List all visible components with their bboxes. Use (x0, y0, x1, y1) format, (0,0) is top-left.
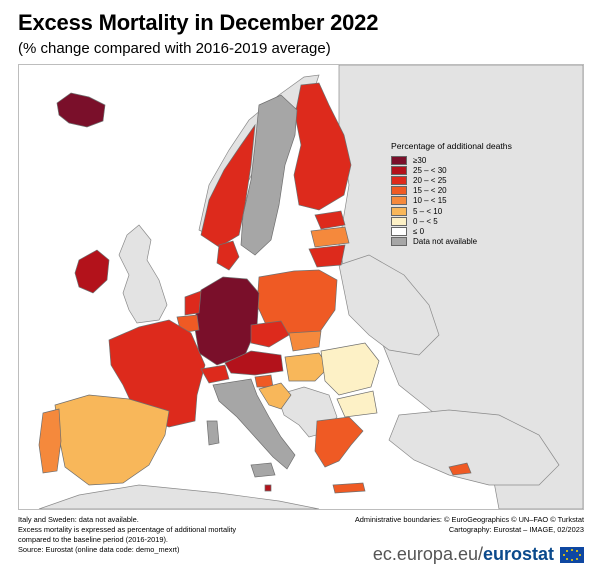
note-definition-2: compared to the baseline period (2016-20… (18, 535, 168, 544)
brand-name: eurostat (482, 544, 554, 564)
legend-label: 0 – < 5 (413, 216, 438, 226)
map-svg (38, 65, 583, 509)
czechia-region (250, 320, 290, 348)
austria-region (224, 350, 284, 376)
legend-swatch (391, 206, 407, 216)
sweden-region (240, 94, 298, 256)
ireland-region (74, 249, 110, 294)
legend-row: 20 – < 25 (391, 175, 551, 185)
map-title: Excess Mortality in December 2022 (18, 10, 379, 35)
legend-row: 10 – < 15 (391, 196, 551, 206)
hungary-region (284, 352, 330, 382)
brand-url: ec.europa.eu/ (372, 544, 483, 564)
legend-label: 20 – < 25 (413, 175, 447, 185)
legend-label: 15 – < 20 (413, 186, 447, 196)
netherlands-region (184, 290, 202, 316)
legend-label: ≥30 (413, 155, 427, 165)
legend-title: Percentage of additional deaths (391, 141, 512, 151)
legend-label: 10 – < 15 (413, 196, 447, 206)
legend-label: 25 – < 30 (413, 165, 447, 175)
map-legend: Percentage of additional deaths ≥30 25 –… (391, 141, 551, 247)
credit-admin: Administrative boundaries: © EuroGeograp… (354, 515, 584, 524)
legend-label: 5 – < 10 (413, 206, 443, 216)
malta-region (264, 484, 272, 492)
map-notes: Italy and Sweden: data not available. Ex… (18, 515, 318, 555)
crete-region (332, 482, 366, 494)
legend-row: 25 – < 30 (391, 165, 551, 175)
legend-row: 5 – < 10 (391, 206, 551, 216)
denmark-region (216, 240, 240, 271)
eu-flag-icon (560, 546, 584, 563)
lithuania-region (308, 244, 346, 268)
slovenia-region (254, 374, 274, 388)
legend-row: Data not available (391, 237, 551, 247)
iceland-region (56, 92, 106, 128)
greece-region (314, 416, 364, 468)
croatia-region (258, 382, 292, 410)
legend-swatch (391, 186, 407, 196)
legend-swatch (391, 237, 407, 247)
legend-swatch (391, 226, 407, 236)
estonia-region (314, 210, 346, 230)
ukraine-belarus-land (338, 254, 440, 356)
note-source: Source: Eurostat (online data code: demo… (18, 545, 180, 554)
poland-region (256, 269, 338, 336)
finland-region (293, 82, 352, 211)
north-africa-land (38, 484, 320, 509)
credit-cartography: Cartography: Eurostat – IMAGE, 02/2023 (448, 525, 584, 534)
eurostat-branding: ec.europa.eu/ eurostat (373, 544, 584, 565)
legend-row: ≥30 (391, 155, 551, 165)
note-na: Italy and Sweden: data not available. (18, 515, 139, 524)
switzerland-region (200, 364, 230, 384)
latvia-region (310, 226, 350, 248)
spain-region (54, 394, 170, 486)
turkey-land (388, 409, 560, 486)
bulgaria-region (336, 390, 378, 418)
europe-map: Percentage of additional deaths ≥30 25 –… (18, 64, 584, 510)
legend-label: Data not available (413, 237, 478, 247)
italy-region (212, 378, 296, 470)
legend-swatch (391, 175, 407, 185)
legend-swatch (391, 155, 407, 165)
norway-region (200, 123, 256, 248)
map-credits: Administrative boundaries: © EuroGeograp… (355, 515, 584, 535)
legend-label: ≤ 0 (413, 226, 425, 236)
cyprus-region (448, 462, 472, 476)
note-definition-1: Excess mortality is expressed as percent… (18, 525, 237, 534)
legend-row: 15 – < 20 (391, 186, 551, 196)
romania-region (320, 342, 380, 396)
legend-swatch (391, 216, 407, 226)
portugal-region (38, 408, 62, 474)
legend-swatch (391, 165, 407, 175)
legend-row: 0 – < 5 (391, 216, 551, 226)
legend-swatch (391, 196, 407, 206)
legend-row: ≤ 0 (391, 226, 551, 236)
uk-land (118, 224, 168, 324)
map-subtitle: (% change compared with 2016-2019 averag… (18, 40, 331, 57)
sicily-region (250, 462, 276, 478)
slovakia-region (288, 330, 322, 352)
sardinia-region (206, 420, 220, 446)
